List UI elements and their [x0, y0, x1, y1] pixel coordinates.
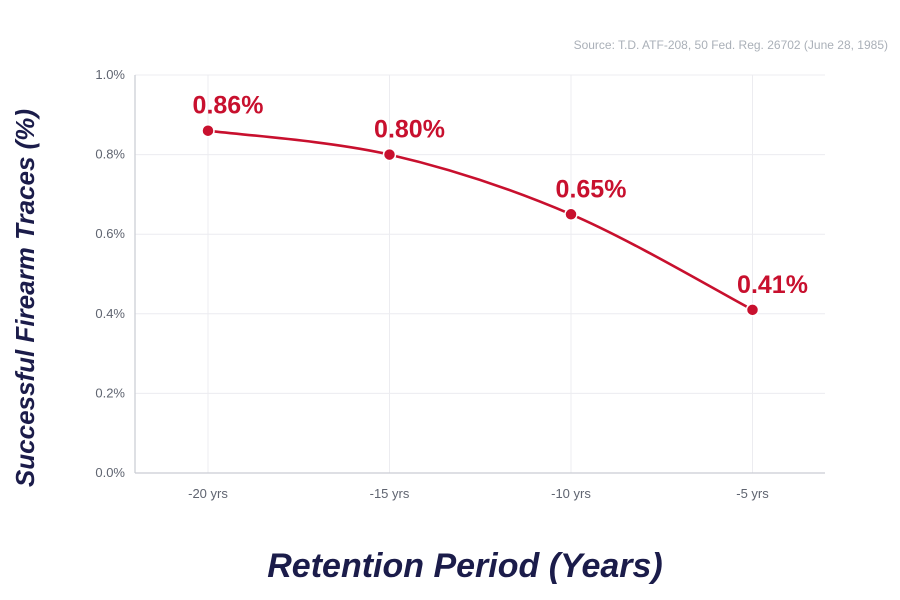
x-tick-label: -20 yrs	[188, 486, 228, 501]
y-tick-label: 0.2%	[95, 385, 125, 400]
y-axis-title: Successful Firearm Traces (%)	[10, 109, 40, 487]
series-line-group	[207, 129, 754, 311]
y-tick-label: 0.6%	[95, 226, 125, 241]
x-tick-label: -5 yrs	[736, 486, 769, 501]
y-tick-label: 0.4%	[95, 306, 125, 321]
x-tick-labels: -20 yrs -15 yrs -10 yrs -5 yrs	[188, 486, 769, 501]
y-tick-labels: 0.0% 0.2% 0.4% 0.6% 0.8% 1.0%	[95, 67, 125, 480]
data-label: 0.86%	[193, 92, 264, 120]
x-axis-title: Retention Period (Years)	[267, 547, 662, 585]
data-label: 0.41%	[737, 271, 808, 299]
data-point	[201, 123, 215, 138]
data-point	[745, 303, 760, 317]
y-tick-label: 1.0%	[95, 67, 125, 82]
data-label: 0.80%	[374, 116, 445, 144]
series-line	[207, 129, 754, 311]
axes	[134, 75, 825, 474]
source-note: Source: T.D. ATF-208, 50 Fed. Reg. 26702…	[574, 38, 888, 52]
data-labels: 0.86% 0.80% 0.65% 0.41%	[193, 92, 808, 299]
y-tick-label: 0.0%	[95, 465, 125, 480]
y-tick-label: 0.8%	[95, 147, 125, 162]
grid-lines	[135, 74, 825, 473]
data-points	[201, 123, 760, 317]
x-tick-label: -15 yrs	[370, 486, 410, 501]
data-point	[564, 207, 578, 222]
x-tick-label: -10 yrs	[551, 486, 591, 501]
data-point	[382, 147, 397, 162]
data-label: 0.65%	[556, 175, 627, 203]
